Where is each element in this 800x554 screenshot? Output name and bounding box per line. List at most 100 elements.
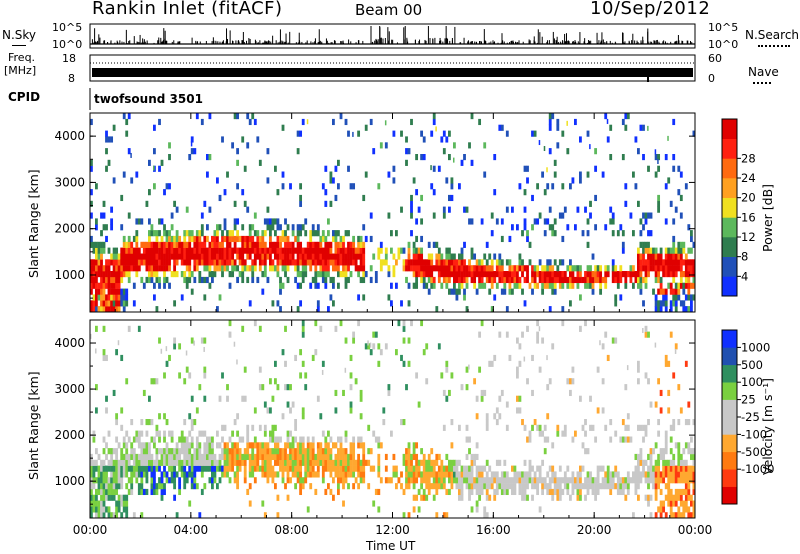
velocity-cell — [475, 506, 479, 513]
power-cell — [97, 247, 101, 254]
power-cell — [659, 282, 663, 289]
velocity-cell — [601, 343, 605, 350]
cpid-value: twofsound 3501 — [94, 92, 203, 106]
velocity-cell — [271, 430, 275, 437]
velocity-cell — [677, 419, 681, 426]
velocity-cell — [407, 465, 411, 472]
power-cell — [180, 247, 184, 254]
power-cell — [692, 241, 696, 248]
velocity-cell — [490, 483, 494, 490]
velocity-cell — [657, 471, 661, 478]
power-cell — [589, 212, 592, 219]
power-cell — [599, 282, 603, 289]
velocity-cell — [652, 483, 655, 490]
power-cell — [135, 253, 139, 260]
velocity-cell — [193, 465, 197, 472]
power-cell — [228, 282, 232, 289]
power-cell — [95, 300, 98, 307]
velocity-cell — [342, 500, 345, 507]
power-cell — [500, 235, 504, 243]
power-cell — [163, 282, 166, 289]
power-cell — [571, 265, 575, 272]
power-cell — [571, 282, 575, 289]
velocity-cell — [516, 337, 519, 344]
power-cell — [369, 265, 373, 272]
power-cell — [299, 241, 303, 248]
velocity-cell — [594, 477, 598, 484]
velocity-cell — [294, 436, 298, 443]
nsky-tick-bottom: 10^0 — [52, 38, 83, 51]
power-cell — [654, 265, 658, 272]
velocity-cell — [263, 442, 267, 449]
velocity-cell — [236, 483, 240, 490]
velocity-scatter — [117, 340, 120, 346]
velocity-cell — [117, 494, 121, 501]
velocity-cell — [115, 413, 119, 420]
velocity-cell — [334, 453, 338, 461]
power-cell — [153, 253, 156, 260]
velocity-cell — [576, 471, 580, 478]
velocity-cell — [160, 488, 164, 496]
power-cell — [415, 189, 419, 196]
velocity-cell — [349, 459, 353, 466]
power-cell — [334, 165, 338, 172]
velocity-cell — [223, 424, 227, 431]
power-cell — [110, 136, 114, 143]
power-scatter — [153, 165, 155, 171]
velocity-cell — [384, 453, 388, 461]
power-cell — [632, 271, 635, 278]
velocity-cell — [122, 500, 126, 507]
velocity-cell — [669, 331, 673, 338]
velocity-cell — [294, 419, 298, 426]
power-cell — [682, 271, 686, 278]
power-cell — [488, 271, 492, 278]
velocity-cell — [410, 477, 413, 484]
power-cell — [478, 118, 482, 126]
power-cell — [569, 259, 572, 266]
velocity-cell — [140, 471, 144, 478]
power-cell — [130, 177, 134, 184]
power-cell — [198, 271, 202, 278]
power-cell — [236, 235, 240, 243]
velocity-cell — [221, 465, 224, 472]
power-cell — [218, 253, 222, 260]
power-cell — [168, 247, 171, 254]
power-cell — [120, 224, 124, 231]
power-cell — [629, 276, 633, 284]
velocity-cell — [145, 459, 149, 466]
power-cell — [339, 241, 343, 248]
velocity-cell — [337, 488, 340, 496]
velocity-cell — [314, 349, 318, 356]
velocity-cell — [374, 331, 378, 338]
velocity-cell — [581, 442, 585, 449]
velocity-cell — [221, 424, 224, 431]
velocity-cell — [286, 384, 290, 391]
power-cell — [647, 230, 650, 237]
velocity-cell — [687, 465, 691, 472]
power-colorbar-swatch — [722, 256, 737, 277]
power-cell — [591, 288, 595, 295]
velocity-cell — [672, 512, 676, 519]
power-cell — [92, 282, 96, 289]
velocity-cell — [266, 471, 270, 478]
power-cell — [548, 276, 552, 284]
power-cell — [634, 136, 638, 143]
power-cell — [236, 276, 240, 284]
velocity-cell — [334, 459, 338, 466]
power-cell — [682, 306, 686, 313]
power-cell — [420, 154, 424, 161]
power-cell — [357, 247, 361, 254]
velocity-cell — [384, 465, 388, 472]
velocity-cell — [463, 465, 466, 472]
velocity-cell — [576, 483, 580, 490]
velocity-cell — [556, 488, 560, 496]
velocity-cell — [95, 494, 98, 501]
velocity-cell — [637, 366, 640, 373]
velocity-cell — [503, 459, 507, 466]
power-cell — [203, 276, 207, 284]
power-cell — [319, 235, 323, 243]
velocity-cell — [198, 430, 202, 437]
velocity-cell — [417, 459, 421, 466]
velocity-cell — [637, 424, 640, 431]
velocity-cell — [125, 442, 129, 449]
